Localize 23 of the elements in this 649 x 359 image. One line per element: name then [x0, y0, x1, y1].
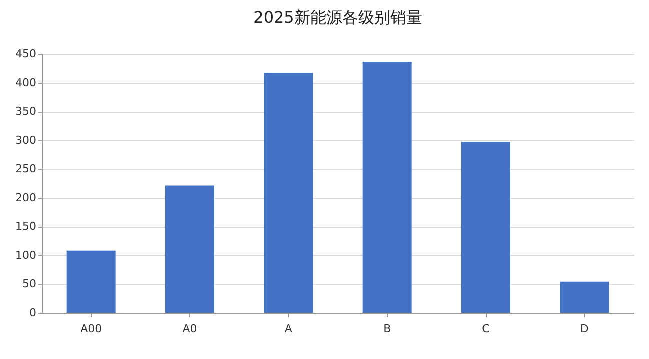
bar	[362, 62, 412, 313]
x-tick-label: D	[580, 322, 589, 336]
chart-title: 2025新能源各级别销量	[254, 8, 422, 27]
bar	[166, 186, 214, 313]
bar	[264, 72, 314, 313]
y-tick-label: 150	[16, 220, 36, 234]
y-tick-label: 400	[16, 76, 36, 90]
x-tick-label: A00	[80, 322, 102, 336]
y-tick-label: 350	[16, 105, 36, 118]
x-tick-label: C	[482, 322, 490, 336]
y-tick-label: 300	[16, 134, 36, 147]
y-tick-label: 100	[16, 248, 36, 262]
y-tick-label: 50	[22, 278, 36, 291]
x-tick-label: B	[384, 322, 392, 336]
y-tick-label: 200	[16, 191, 36, 204]
y-tick-label: 0	[30, 306, 36, 320]
bar	[560, 282, 610, 313]
x-tick-label: A0	[182, 322, 198, 336]
y-tick-label: 450	[16, 48, 36, 60]
x-tick-label: A	[284, 322, 293, 336]
y-tick-label: 250	[16, 162, 36, 176]
bar	[462, 142, 510, 313]
bar	[66, 250, 116, 313]
